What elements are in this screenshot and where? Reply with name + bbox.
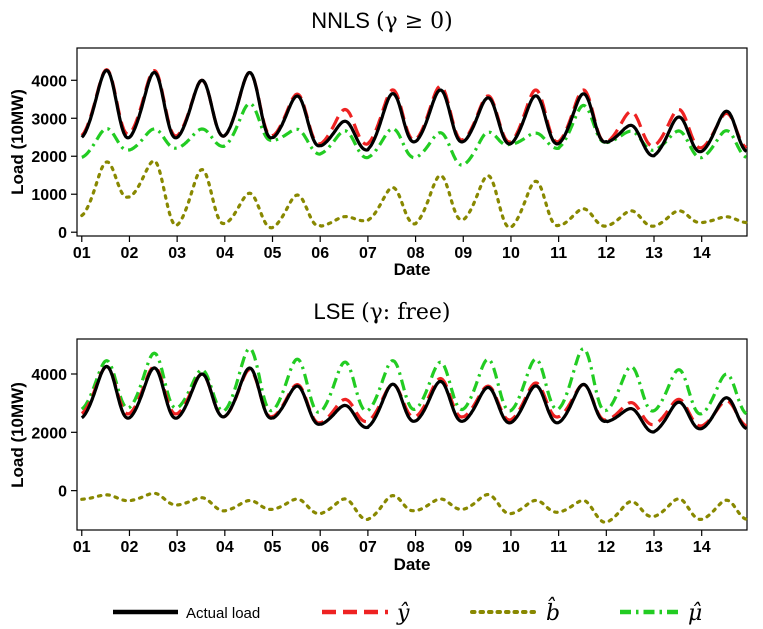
x-tick-label: 13 [645,245,663,262]
x-tick-label: 08 [407,539,425,556]
x-tick-label: 10 [502,539,520,556]
nnls-x-axis: 01 02 03 04 05 06 07 08 09 10 11 12 13 14 [73,236,711,262]
x-tick-label: 12 [597,539,615,556]
series-line-actual-load [80,364,748,434]
legend-label: Actual load [186,605,260,622]
x-tick-label: 09 [454,245,472,262]
x-tick-label: 01 [73,245,91,262]
x-tick-label: 05 [264,245,282,262]
series-line-b-hat [80,491,749,524]
x-tick-label: 05 [264,539,282,556]
x-tick-label: 02 [121,539,139,556]
x-tick-label: 01 [73,539,91,556]
x-tick-label: 14 [693,539,711,556]
x-tick-label: 09 [454,539,472,556]
x-tick-label: 07 [359,539,377,556]
lse-plot-frame [76,338,748,531]
x-tick-label: 14 [693,245,711,262]
legend: Actual load ŷ b̂ μ̂ [113,597,702,626]
y-tick-label: 1000 [31,187,67,204]
x-tick-label: 10 [502,245,520,262]
nnls-panel: NNLS (γ ≥ 0) 0 1000 2000 3000 4000 01 02 03 04 05… [8,8,749,279]
x-tick-label: 04 [216,539,234,556]
series-line-b-hat [80,159,749,230]
nnls-x-axis-label: Date [394,260,431,279]
x-tick-label: 06 [311,539,329,556]
lse-series-layer [80,347,749,524]
lse-x-axis-label: Date [394,555,431,574]
nnls-series-layer [80,68,749,230]
lse-y-axis: 0 2000 4000 [31,367,77,501]
nnls-plot-frame [76,47,748,237]
y-tick-label: 2000 [31,425,67,442]
series-line-actual-load [80,68,748,158]
x-tick-label: 03 [168,539,186,556]
x-tick-label: 07 [359,245,377,262]
lse-x-axis: 01 02 03 04 05 06 07 08 09 10 11 12 13 14 [73,530,711,556]
series-line-y-hat [80,365,748,428]
lse-title: LSE (γ: free) [313,299,450,325]
x-tick-label: 12 [597,245,615,262]
y-tick-label: 4000 [31,73,67,90]
x-tick-label: 08 [407,245,425,262]
series-line-y-hat [80,68,748,150]
x-tick-label: 03 [168,245,186,262]
y-tick-label: 3000 [31,111,67,128]
x-tick-label: 11 [550,245,567,262]
y-tick-label: 0 [58,484,67,501]
y-tick-label: 2000 [31,149,67,166]
nnls-y-axis-label: Load (10MW) [8,89,27,195]
x-tick-label: 06 [311,245,329,262]
nnls-y-axis: 0 1000 2000 3000 4000 [31,73,77,242]
x-tick-label: 11 [550,539,567,556]
legend-label: b̂ [546,597,560,626]
y-tick-label: 4000 [31,367,67,384]
lse-y-axis-label: Load (10MW) [8,382,27,488]
legend-label: ŷ [396,601,410,626]
series-line-mu-hat [80,347,748,416]
x-tick-label: 02 [121,245,139,262]
legend-label: μ̂ [688,601,702,626]
y-tick-label: 0 [58,225,67,242]
x-tick-label: 04 [216,245,234,262]
x-tick-label: 13 [645,539,663,556]
series-line-mu-hat [81,101,748,167]
nnls-title: NNLS (γ ≥ 0) [311,8,452,34]
